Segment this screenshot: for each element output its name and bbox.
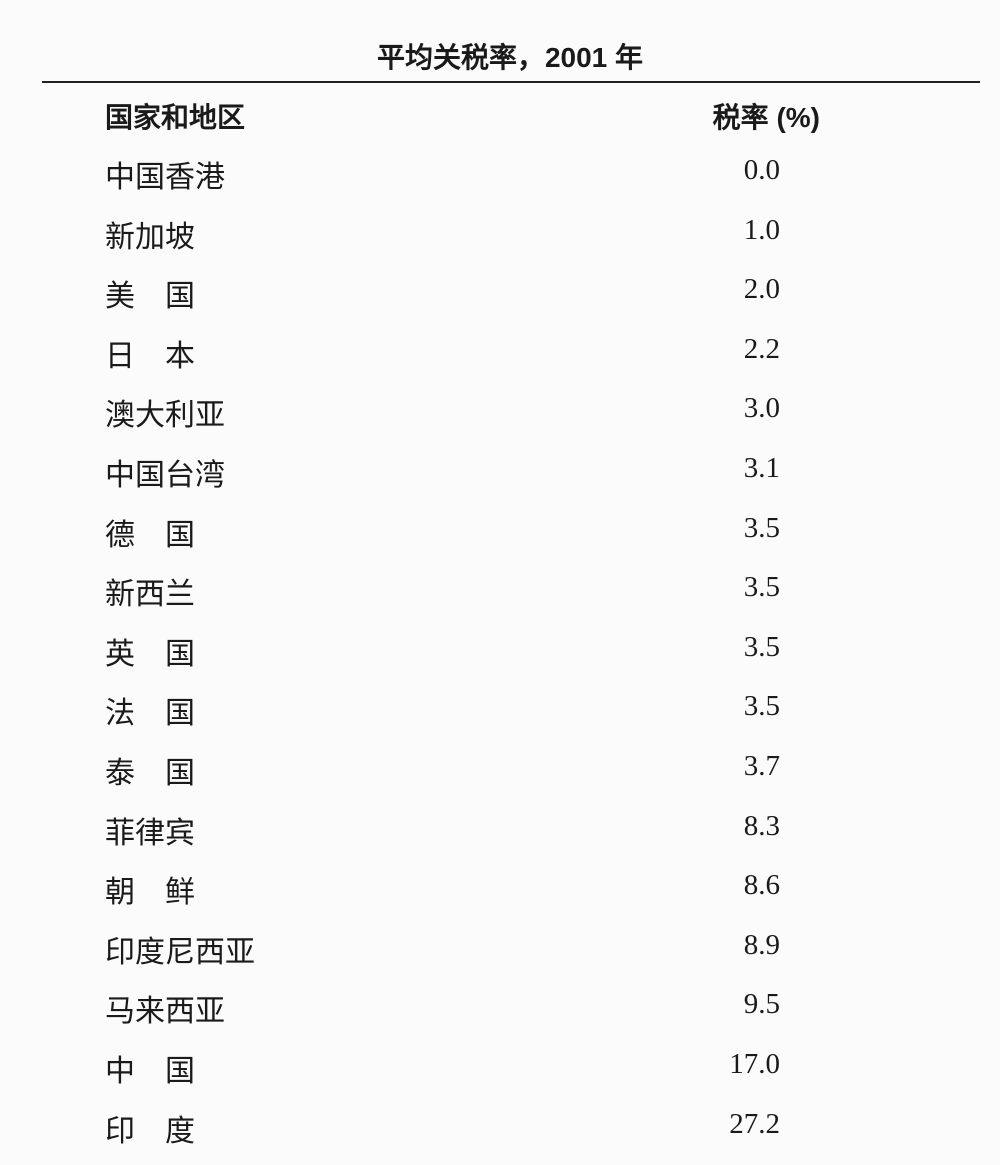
tariff-rate: 8.3 — [680, 810, 780, 843]
country-name: 英 国 — [105, 629, 195, 673]
tariff-rate: 3.1 — [680, 452, 780, 485]
country-name: 菲律宾 — [105, 808, 195, 852]
country-name: 中 国 — [105, 1046, 195, 1090]
table-row: 印 度 27.2 — [0, 1106, 1000, 1165]
country-name: 马来西亚 — [105, 986, 225, 1030]
table-row: 澳大利亚 3.0 — [0, 390, 1000, 450]
tariff-rate: 3.0 — [680, 392, 780, 425]
tariff-rate: 3.7 — [680, 750, 780, 783]
table-row: 新加坡 1.0 — [0, 212, 1000, 272]
table-row: 中国台湾 3.1 — [0, 450, 1000, 510]
country-name: 新加坡 — [105, 212, 195, 256]
country-name: 朝 鲜 — [105, 867, 195, 911]
country-name: 中国香港 — [105, 152, 225, 196]
tariff-rate: 1.0 — [680, 214, 780, 247]
country-name: 泰 国 — [105, 748, 195, 792]
tariff-rate: 8.6 — [680, 869, 780, 902]
column-header-rate: 税率 (%) — [660, 96, 820, 136]
table-row: 马来西亚 9.5 — [0, 986, 1000, 1046]
tariff-rate: 0.0 — [680, 154, 780, 187]
tariff-rate: 8.9 — [680, 929, 780, 962]
table-row: 德 国 3.5 — [0, 510, 1000, 570]
table-row: 日 本 2.2 — [0, 331, 1000, 391]
header-rule — [42, 81, 980, 83]
table-row: 朝 鲜 8.6 — [0, 867, 1000, 927]
table-row: 美 国 2.0 — [0, 271, 1000, 331]
country-name: 新西兰 — [105, 569, 195, 613]
tariff-rate: 3.5 — [680, 571, 780, 604]
tariff-rate: 3.5 — [680, 690, 780, 723]
table-row: 菲律宾 8.3 — [0, 808, 1000, 868]
country-name: 美 国 — [105, 271, 195, 315]
country-name: 法 国 — [105, 688, 195, 732]
table-row: 泰 国 3.7 — [0, 748, 1000, 808]
table-row: 新西兰 3.5 — [0, 569, 1000, 629]
table-row: 中 国 17.0 — [0, 1046, 1000, 1106]
country-name: 印度尼西亚 — [105, 927, 255, 971]
tariff-rate: 2.2 — [680, 333, 780, 366]
tariff-rate: 17.0 — [680, 1048, 780, 1081]
country-name: 日 本 — [105, 331, 195, 375]
table-row: 印度尼西亚 8.9 — [0, 927, 1000, 987]
tariff-rate: 2.0 — [680, 273, 780, 306]
tariff-rate: 9.5 — [680, 988, 780, 1021]
table-row: 英 国 3.5 — [0, 629, 1000, 689]
country-name: 印 度 — [105, 1106, 195, 1150]
table-row: 中国香港 0.0 — [0, 152, 1000, 212]
tariff-rate: 27.2 — [680, 1108, 780, 1141]
column-header-country: 国家和地区 — [105, 96, 245, 136]
table-body: 中国香港 0.0 新加坡 1.0 美 国 2.0 日 本 2.2 澳大利亚 3.0 中国台湾 3.1 德… — [0, 152, 1000, 1165]
tariff-rate: 3.5 — [680, 631, 780, 664]
table-row: 法 国 3.5 — [0, 688, 1000, 748]
country-name: 德 国 — [105, 510, 195, 554]
country-name: 中国台湾 — [105, 450, 225, 494]
table-title: 平均关税率，2001 年 — [0, 36, 1000, 76]
tariff-rate: 3.5 — [680, 512, 780, 545]
country-name: 澳大利亚 — [105, 390, 225, 434]
